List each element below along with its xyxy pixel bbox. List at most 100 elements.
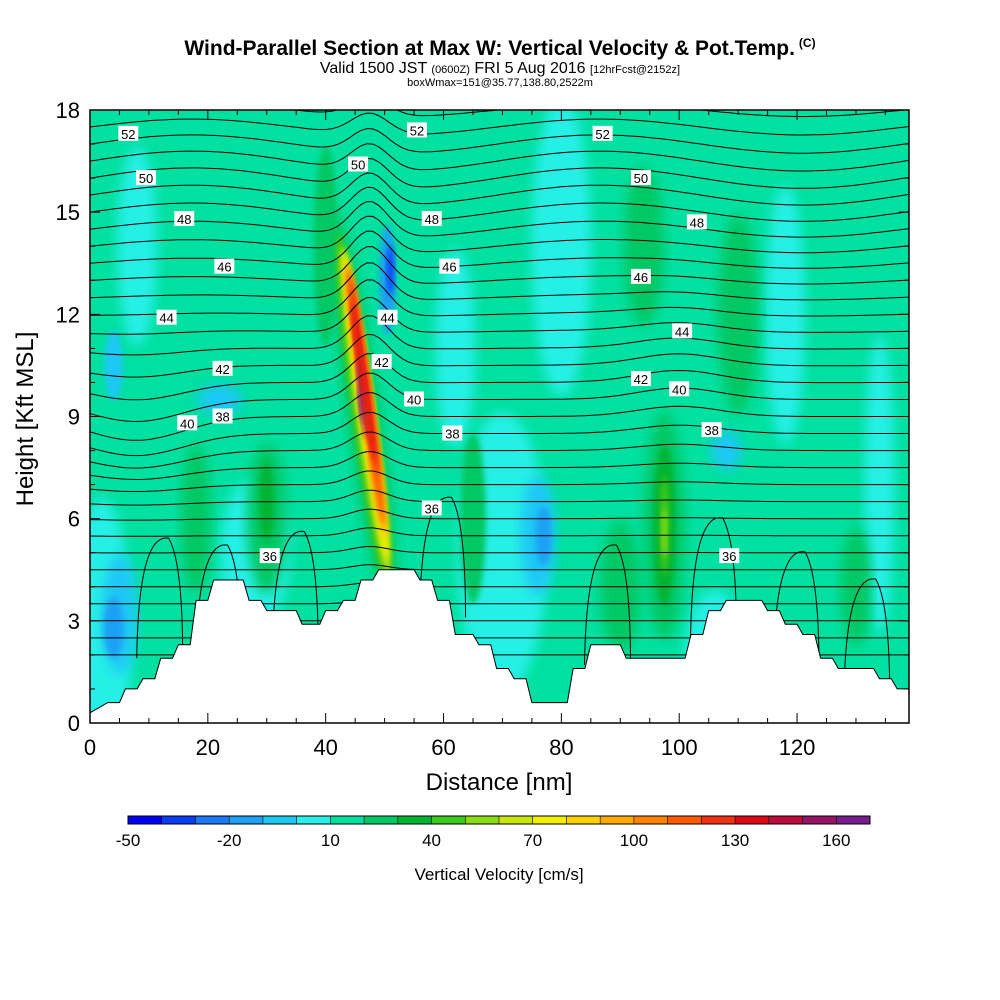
- theta-label-text: 42: [215, 362, 229, 377]
- colorbar-swatch: [262, 816, 298, 824]
- theta-contour: [419, 496, 467, 618]
- theta-label-text: 38: [445, 427, 459, 442]
- theta-label-text: 48: [177, 212, 191, 227]
- theta-label-box: [174, 210, 195, 226]
- theta-contour-label: 36: [421, 500, 442, 516]
- theta-contour: [90, 489, 909, 506]
- theta-contour-label: 52: [118, 125, 139, 142]
- theta-label-box: [442, 425, 463, 441]
- colorbar-swatch: [296, 816, 331, 824]
- colorbar-tick-label: 100: [620, 831, 648, 850]
- colorbar-swatch: [499, 816, 534, 824]
- theta-contour: [90, 112, 909, 136]
- theta-contour: [90, 262, 909, 301]
- theta-contour-label: 50: [630, 170, 651, 186]
- colorbar-swatch: [768, 816, 804, 824]
- theta-contour-label: 52: [407, 122, 428, 138]
- theta-contour-label: 38: [442, 425, 463, 442]
- theta-label-box: [630, 170, 651, 186]
- colorbar-swatch: [735, 816, 770, 824]
- velocity-shade: [104, 330, 123, 401]
- theta-label-text: 48: [690, 215, 704, 230]
- colorbar-tick-label: -50: [116, 831, 141, 850]
- colorbar-tick-label: 160: [822, 831, 850, 850]
- y-tick-label: 9: [68, 405, 80, 430]
- y-tick-label: 6: [68, 507, 80, 532]
- theta-label-box: [212, 360, 233, 376]
- x-tick-label: 60: [431, 735, 455, 760]
- chart-subtitle: Valid 1500 JST (0600Z) FRI 5 Aug 2016 [1…: [319, 60, 681, 77]
- theta-label-text: 52: [595, 127, 609, 142]
- colorbar-swatch: [465, 816, 500, 824]
- theta-contour-label: 40: [404, 391, 425, 407]
- y-tick-label: 15: [56, 200, 80, 225]
- theta-label-box: [214, 258, 235, 274]
- theta-contour-label: 50: [348, 156, 369, 172]
- theta-label-text: 38: [704, 423, 718, 438]
- theta-contour: [90, 470, 909, 492]
- velocity-shade: [765, 184, 806, 445]
- colorbar-tick-label: 70: [523, 831, 542, 850]
- colorbar-tick-label: 10: [321, 831, 340, 850]
- theta-label-text: 44: [159, 311, 173, 326]
- theta-contour: [90, 315, 909, 356]
- theta-label-box: [135, 170, 156, 186]
- theta-contour-label: 48: [421, 210, 442, 227]
- y-axis-label: Height [Kft MSL]: [12, 332, 39, 507]
- terrain-profile: [90, 569, 909, 723]
- theta-contour: [271, 530, 319, 652]
- velocity-shade: [623, 166, 664, 327]
- colorbar-swatch: [667, 816, 702, 824]
- theta-contour-label: 46: [214, 258, 235, 275]
- theta-label-text: 40: [672, 382, 686, 397]
- theta-label-text: 36: [425, 501, 439, 516]
- box-info: boxWmax=151@35.77,138.80,2522m: [407, 77, 593, 89]
- colorbar-swatch: [128, 816, 163, 824]
- theta-label-text: 44: [675, 324, 689, 339]
- theta-contour: [90, 143, 909, 172]
- theta-label-text: 46: [634, 270, 648, 285]
- theta-label-box: [212, 408, 233, 424]
- theta-contour-label: 50: [135, 170, 156, 186]
- theta-contour-label: 48: [174, 210, 195, 227]
- theta-label-box: [630, 371, 651, 387]
- theta-label-box: [421, 500, 442, 516]
- velocity-shade: [661, 507, 667, 558]
- colorbar-tick-label: 40: [422, 831, 441, 850]
- theta-contour: [90, 353, 909, 401]
- x-axis-label: Distance [nm]: [426, 769, 573, 796]
- colorbar-swatch: [330, 816, 365, 824]
- colorbar-swatch: [633, 816, 669, 824]
- theta-label-text: 36: [722, 549, 736, 564]
- colorbar-swatch: [566, 816, 601, 824]
- x-tick-label: 80: [549, 735, 573, 760]
- velocity-shade: [356, 359, 366, 440]
- colorbar-swatch: [229, 816, 264, 824]
- theta-contour: [90, 172, 909, 206]
- theta-contour: [90, 128, 909, 154]
- theta-contour-label: 42: [371, 354, 392, 370]
- theta-contour: [90, 564, 909, 571]
- theta-label-box: [701, 422, 722, 438]
- theta-contour-label: 52: [592, 125, 613, 142]
- theta-contour: [90, 246, 909, 285]
- colorbar-swatch: [802, 816, 837, 824]
- theta-contour: [136, 537, 184, 659]
- y-tick-label: 18: [56, 98, 80, 123]
- theta-label-text: 42: [374, 355, 388, 370]
- theta-label-text: 52: [121, 127, 135, 142]
- velocity-shade: [181, 443, 212, 594]
- theta-contour-label: 44: [377, 309, 398, 326]
- colorbar-tick-label: 130: [721, 831, 749, 850]
- colorbar-swatch: [701, 816, 736, 824]
- theta-label-box: [156, 309, 177, 325]
- theta-contour: [843, 578, 891, 700]
- colorbar-swatch: [195, 816, 230, 824]
- theta-label-text: 44: [380, 311, 394, 326]
- theta-label-box: [592, 125, 613, 141]
- theta-label-text: 36: [262, 549, 276, 564]
- theta-label-box: [118, 125, 139, 141]
- theta-label-box: [371, 354, 392, 370]
- theta-contour: [90, 372, 909, 423]
- theta-contour-label: 40: [177, 415, 198, 431]
